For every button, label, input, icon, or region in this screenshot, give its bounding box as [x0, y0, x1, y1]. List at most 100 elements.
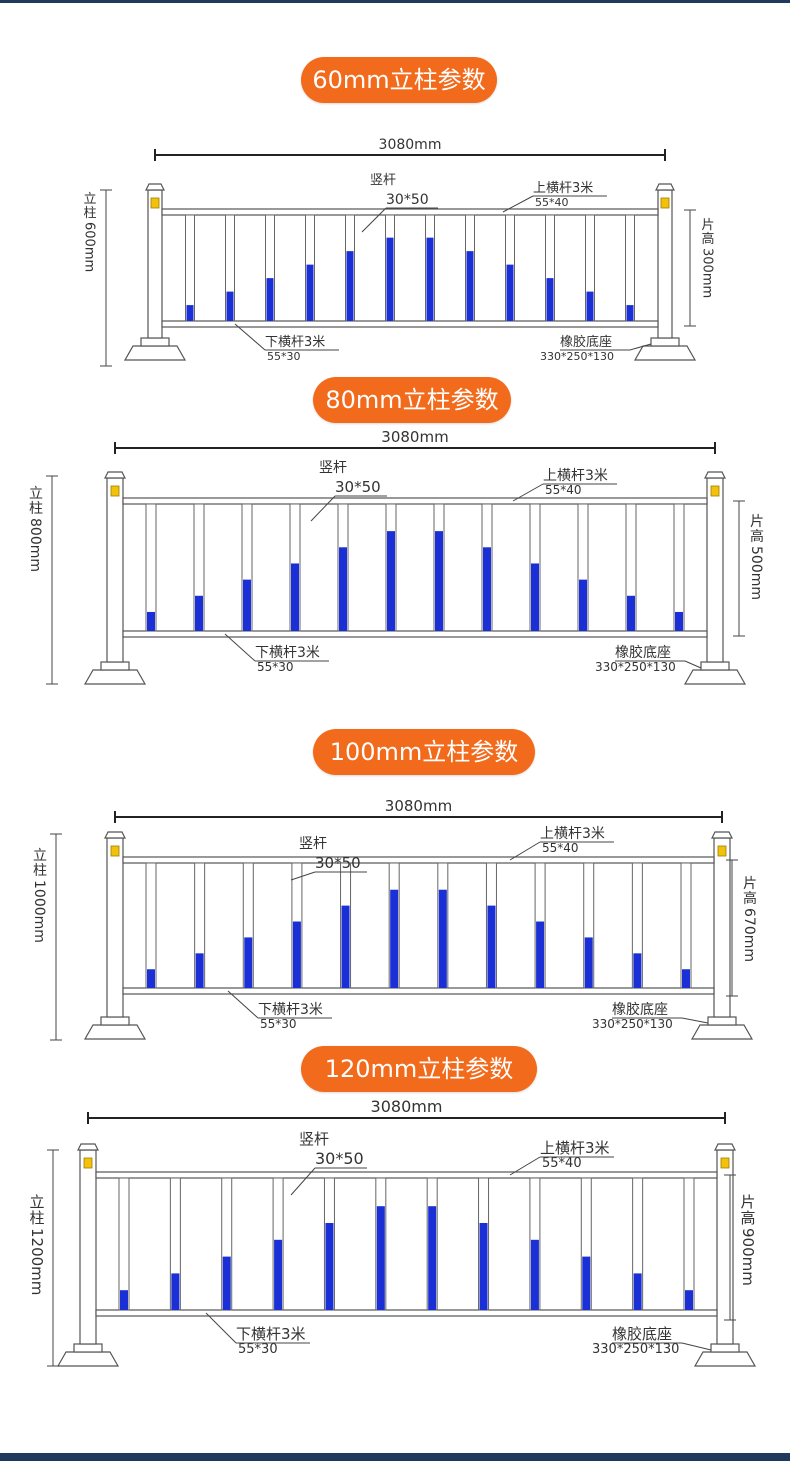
bar-fill	[586, 291, 594, 321]
bar-fill	[426, 237, 434, 321]
svg-text:500mm: 500mm	[748, 546, 764, 600]
bar-fill	[120, 1290, 128, 1310]
rubber-base-label: 橡胶底座	[615, 644, 671, 661]
post-cap	[655, 183, 675, 191]
bar-fill	[325, 1223, 334, 1310]
leader-line	[629, 343, 652, 351]
bar-fill	[387, 531, 395, 631]
leader-line	[512, 483, 544, 502]
bottom-rail	[122, 987, 715, 995]
bar-fill	[346, 251, 354, 321]
bar-fill	[685, 1290, 693, 1310]
leader-line	[227, 990, 259, 1019]
reflector	[720, 1157, 730, 1169]
bar-fill	[195, 953, 204, 988]
bar-fill	[483, 547, 491, 631]
bottom-rail-size: 55*30	[257, 660, 294, 674]
base-collar	[73, 1343, 103, 1353]
reflector	[717, 845, 727, 857]
total-length-label: 3080mm	[381, 428, 448, 446]
post	[106, 837, 124, 1018]
post	[716, 1149, 734, 1345]
post	[79, 1149, 97, 1345]
bar-fill	[386, 237, 394, 321]
rubber-base-label: 橡胶底座	[612, 1001, 668, 1018]
svg-text:1000mm: 1000mm	[31, 880, 47, 943]
svg-text:670mm: 670mm	[741, 908, 757, 962]
top-rail	[95, 1171, 718, 1179]
leader-line	[509, 1156, 541, 1176]
svg-text:片: 片	[701, 218, 714, 233]
bar-fill	[584, 937, 593, 988]
bar-fill	[186, 305, 194, 321]
bar-fill	[627, 595, 635, 631]
svg-text:柱: 柱	[29, 1209, 44, 1227]
bar-fill	[479, 1223, 488, 1310]
bar-fill	[390, 889, 399, 988]
rubber-base	[83, 1024, 147, 1040]
svg-text:300mm: 300mm	[699, 248, 714, 298]
leader-line	[205, 1312, 237, 1344]
svg-text:柱: 柱	[83, 206, 96, 221]
total-length-label: 3080mm	[379, 137, 442, 153]
svg-text:柱: 柱	[33, 863, 47, 879]
bar-fill	[171, 1273, 180, 1310]
svg-text:高: 高	[701, 231, 714, 247]
section-title: 100mm立柱参数	[313, 729, 535, 775]
bar-fill	[243, 579, 251, 631]
svg-text:立: 立	[29, 486, 43, 502]
svg-text:片: 片	[743, 876, 757, 892]
svg-text:900mm: 900mm	[739, 1228, 757, 1286]
svg-text:高: 高	[740, 1209, 755, 1227]
bar-fill	[376, 1206, 385, 1310]
post	[706, 477, 724, 663]
section-title: 120mm立柱参数	[301, 1046, 537, 1092]
post-cap	[77, 1143, 99, 1151]
bottom-rail	[122, 630, 708, 638]
svg-text:高: 高	[750, 528, 764, 545]
post-cap	[145, 183, 165, 191]
bar-fill	[428, 1206, 437, 1310]
top-rail-size: 55*40	[542, 1156, 582, 1171]
rubber-base-label: 橡胶底座	[612, 1325, 672, 1343]
base-collar	[710, 1343, 740, 1353]
bar-fill	[292, 921, 301, 988]
bottom-rail-size: 55*30	[238, 1342, 278, 1357]
post-cap	[104, 471, 126, 479]
post	[713, 837, 731, 1018]
svg-text:立: 立	[33, 848, 47, 864]
top-border	[0, 0, 790, 3]
reflector	[660, 197, 670, 209]
bottom-rail-label: 下横杆3米	[258, 1002, 323, 1018]
rubber-base-size: 330*250*130	[595, 660, 676, 674]
leader-line	[681, 1017, 709, 1024]
svg-text:片: 片	[750, 514, 764, 530]
bar-fill	[266, 278, 274, 321]
svg-text:800mm: 800mm	[27, 518, 43, 572]
rubber-base	[83, 669, 147, 685]
base-collar	[100, 661, 130, 671]
bottom-border	[0, 1453, 790, 1461]
reflector	[110, 845, 120, 857]
leader-line	[509, 841, 541, 861]
bar-fill	[306, 264, 314, 321]
vertical-bar-size: 30*50	[335, 478, 381, 496]
base-collar	[707, 1016, 737, 1026]
svg-text:立: 立	[83, 192, 96, 207]
bar-fill	[339, 547, 347, 631]
leader-line	[310, 495, 336, 522]
vertical-bar-size: 30*50	[315, 854, 361, 872]
bottom-rail	[95, 1309, 718, 1317]
section-title: 80mm立柱参数	[313, 377, 511, 423]
leader-line	[234, 323, 266, 351]
leader-line	[290, 1167, 316, 1196]
post	[657, 189, 673, 339]
bottom-rail-size: 55*30	[267, 350, 301, 363]
post-cap	[704, 471, 726, 479]
rubber-base	[633, 345, 697, 361]
reflector	[110, 485, 120, 497]
